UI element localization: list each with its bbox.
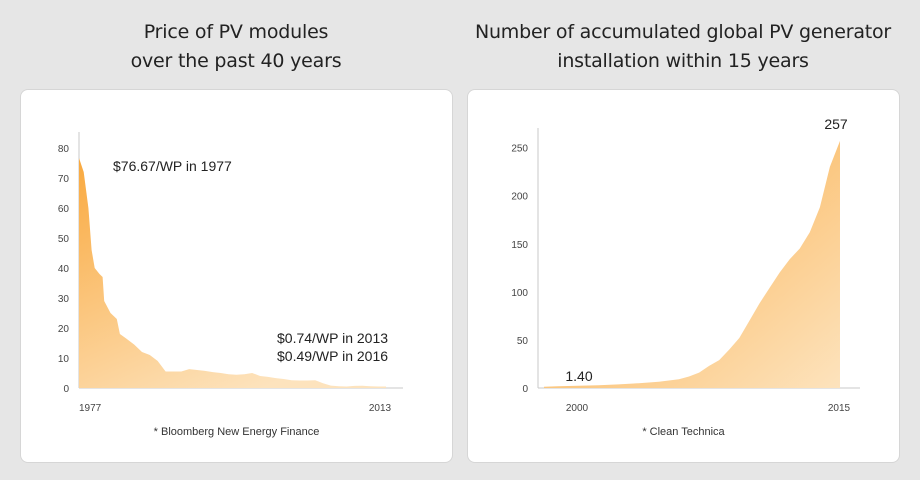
left-chart-title-line-2: over the past 40 years: [130, 50, 342, 72]
y-tick-label-0: 0: [522, 384, 528, 395]
annotation-2000-value: 1.40: [565, 368, 592, 384]
annotation-2013-price: $0.74/WP in 2013: [277, 330, 388, 346]
y-tick-label-20: 20: [58, 324, 70, 335]
annotation-2016-price: $0.49/WP in 2016: [277, 348, 388, 364]
y-tick-label-0: 0: [63, 384, 69, 395]
right-chart-title: Number of accumulated global PV generato…: [467, 18, 899, 76]
y-tick-label-150: 150: [511, 240, 528, 251]
y-tick-label-100: 100: [511, 288, 528, 299]
y-tick-label-50: 50: [517, 336, 529, 347]
y-tick-label-10: 10: [58, 354, 70, 365]
y-tick-label-250: 250: [511, 144, 528, 155]
y-tick-label-80: 80: [58, 144, 70, 155]
annotation-1977-price: $76.67/WP in 1977: [113, 158, 232, 174]
left-chart-title-line-1: Price of PV modules: [143, 21, 329, 43]
pv-installation-chart-card: 0 50 100 150 200 250 2000 2015 1.40 257 * Clean T…: [467, 89, 900, 463]
x-tick-label-2015: 2015: [828, 403, 851, 414]
x-tick-label-2013: 2013: [369, 403, 392, 414]
series-area: [544, 140, 840, 388]
x-tick-label-2000: 2000: [566, 403, 589, 414]
y-tick-label-200: 200: [511, 192, 528, 203]
y-tick-label-60: 60: [58, 204, 70, 215]
right-chart-source: * Clean Technica: [642, 426, 725, 438]
y-tick-label-70: 70: [58, 174, 70, 185]
pv-installation-chart: 0 50 100 150 200 250 2000 2015 1.40 257: [511, 116, 860, 414]
left-chart-source: * Bloomberg New Energy Finance: [153, 426, 320, 438]
y-tick-label-40: 40: [58, 264, 70, 275]
annotation-2015-value: 257: [824, 116, 848, 132]
y-tick-label-50: 50: [58, 234, 70, 245]
left-chart-title: Price of PV modules over the past 40 yea…: [20, 18, 452, 76]
pv-price-chart: 0 10 20 30 40 50 60 70 80 1977 2013 $76.67/WP in 19…: [58, 132, 403, 414]
right-chart-title-line-1: Number of accumulated global PV generato…: [474, 21, 892, 43]
y-tick-label-30: 30: [58, 294, 70, 305]
right-chart-title-line-2: installation within 15 years: [557, 50, 809, 72]
x-tick-label-1977: 1977: [79, 403, 102, 414]
series-area: [79, 158, 386, 388]
pv-price-chart-card: 0 10 20 30 40 50 60 70 80 1977 2013 $76.67/WP in 19…: [20, 89, 453, 463]
